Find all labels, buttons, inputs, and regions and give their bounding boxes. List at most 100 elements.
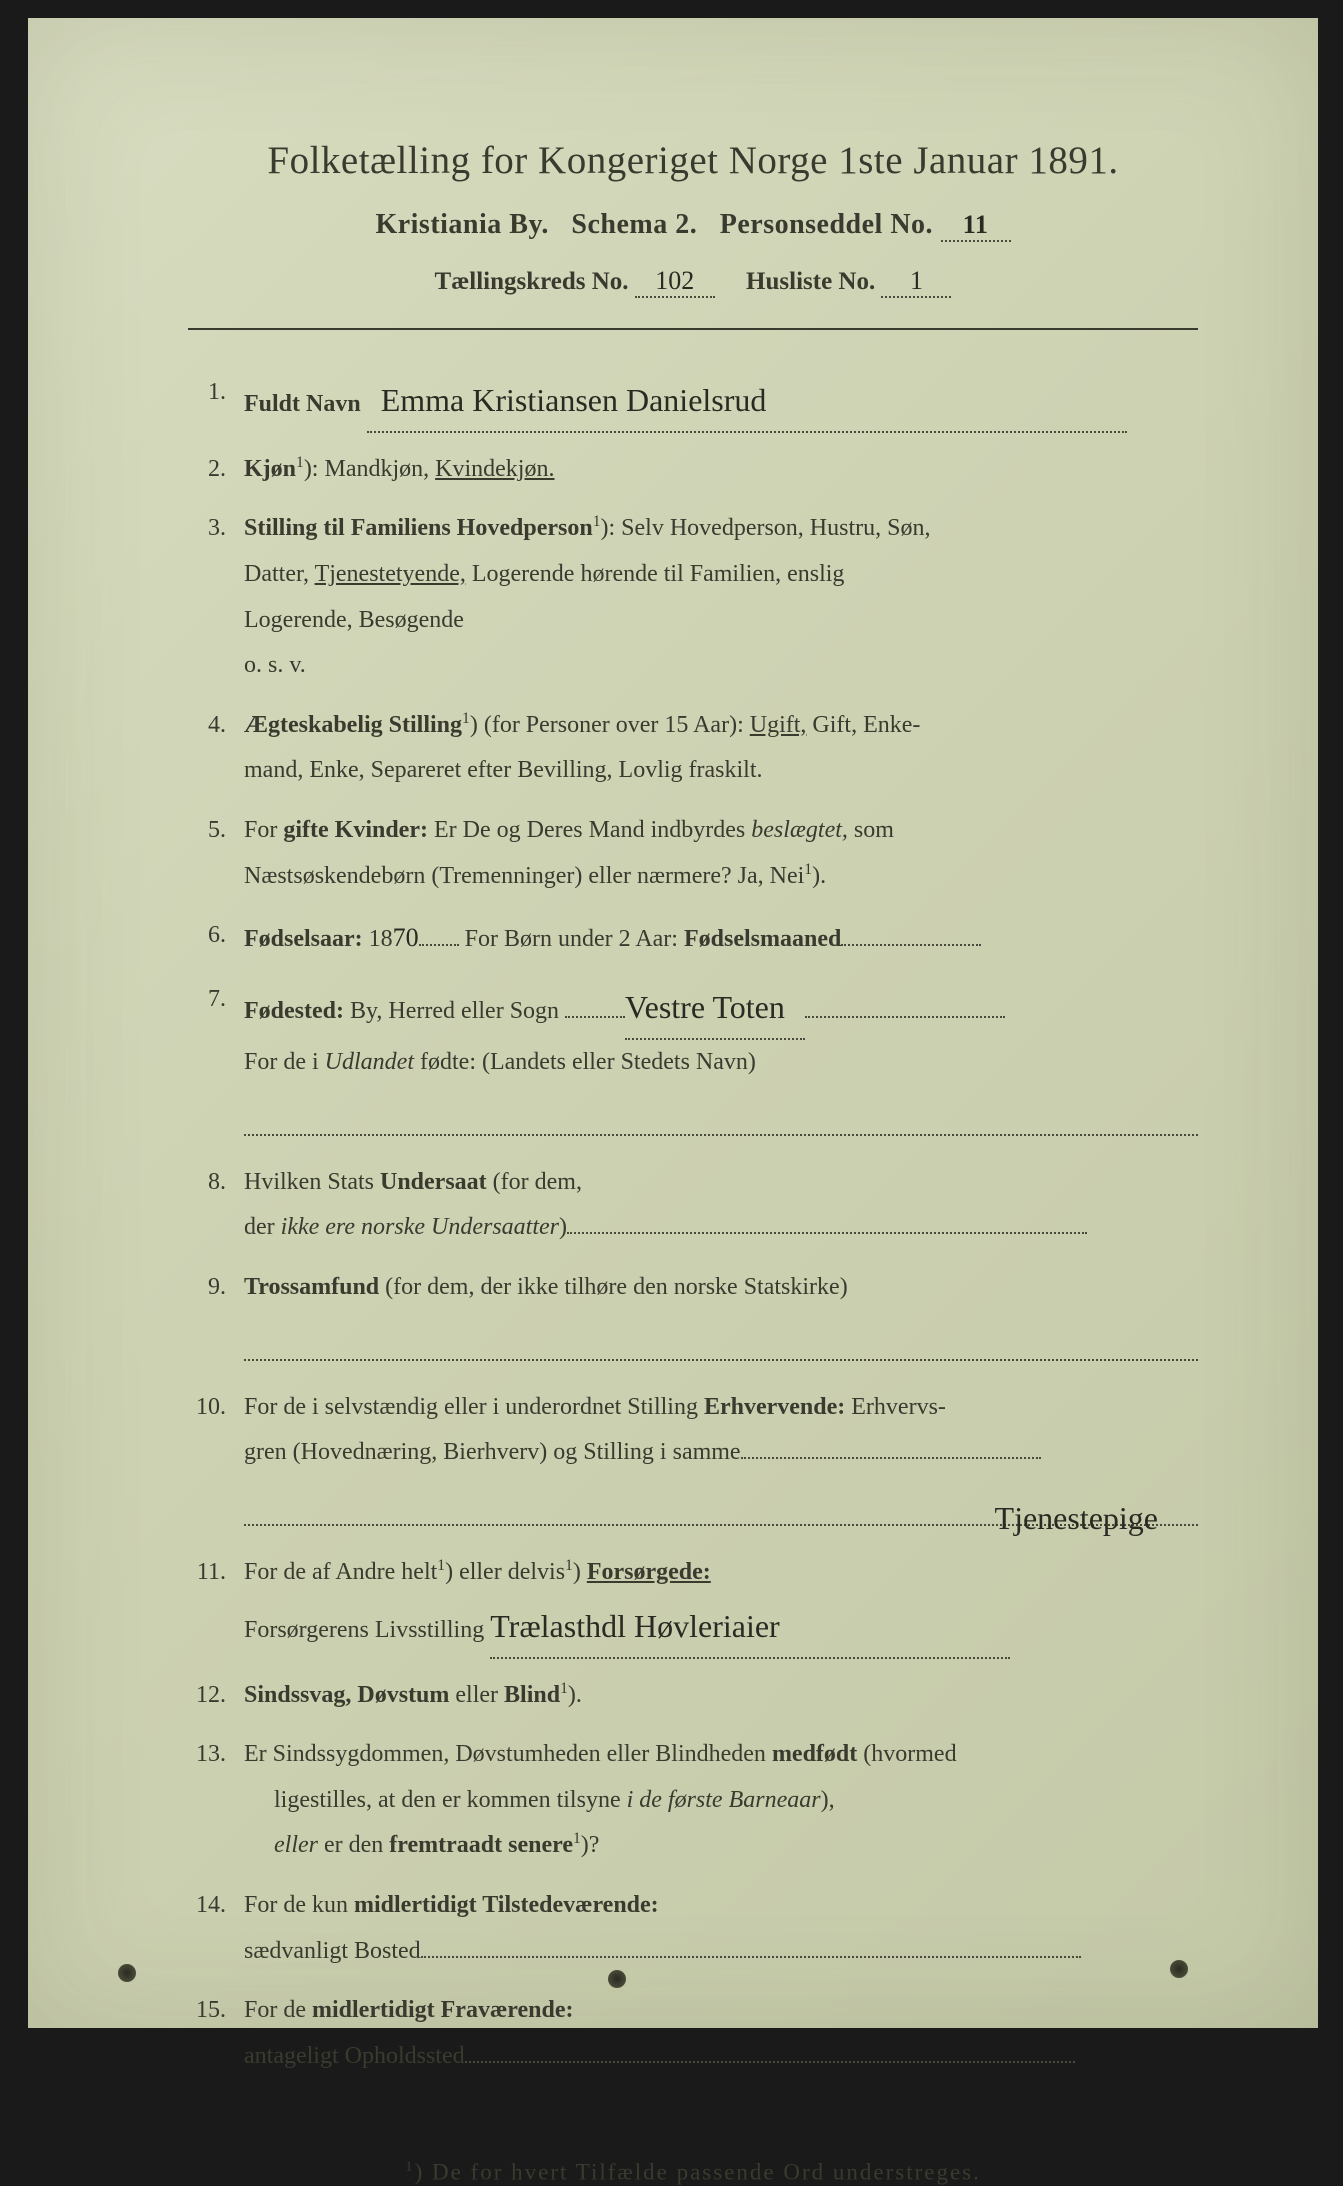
text: Gift, Enke- xyxy=(806,712,920,738)
text: Erhvervs- xyxy=(845,1394,946,1420)
entry-num: 12. xyxy=(188,1673,244,1719)
entries: 1. Fuldt Navn Emma Kristiansen Danielsru… xyxy=(188,370,1198,2079)
entry-13: 13. Er Sindssygdommen, Døvstumheden elle… xyxy=(188,1732,1198,1869)
text: ligestilles, at den er kommen tilsyne xyxy=(244,1787,627,1813)
occupation-value: Tjenestepige xyxy=(995,1500,1198,1536)
form-subline: Tællingskreds No. 102 Husliste No. 1 xyxy=(188,266,1198,298)
punch-hole-icon xyxy=(118,1964,136,1982)
text: Hvilken Stats xyxy=(244,1169,380,1195)
text: Forsørgerens Livsstilling xyxy=(244,1617,490,1643)
entry-4: 4. Ægteskabelig Stilling1) (for Personer… xyxy=(188,703,1198,794)
sup: 1 xyxy=(296,454,304,471)
entry-num: 6. xyxy=(188,913,244,959)
sup: 1 xyxy=(437,1557,445,1574)
entry-1: 1. Fuldt Navn Emma Kristiansen Danielsru… xyxy=(188,370,1198,433)
bold: medfødt xyxy=(772,1741,857,1767)
form-title: Folketælling for Kongeriget Norge 1ste J… xyxy=(188,138,1198,183)
entry-9: 9. Trossamfund (for dem, der ikke tilhør… xyxy=(188,1265,1198,1371)
entry-num: 8. xyxy=(188,1160,244,1206)
text: er den xyxy=(318,1832,389,1858)
text: Er Sindssygdommen, Døvstumheden eller Bl… xyxy=(244,1741,772,1767)
text: By, Herred eller Sogn xyxy=(344,998,559,1024)
punch-hole-icon xyxy=(1170,1960,1188,1978)
entry-num: 10. xyxy=(188,1385,244,1431)
form-subtitle: Kristiania By. Schema 2. Personseddel No… xyxy=(188,209,1198,242)
entry-body: Stilling til Familiens Hovedperson1): Se… xyxy=(244,506,1198,688)
city-label: Kristiania By. xyxy=(375,209,548,240)
text: gren (Hovednæring, Bierhverv) og Stillin… xyxy=(244,1439,741,1465)
year-value: 70 xyxy=(393,923,419,952)
entry-num: 9. xyxy=(188,1265,244,1311)
entry-num: 13. xyxy=(188,1732,244,1778)
kreds-value: 102 xyxy=(635,266,715,298)
entry-num: 4. xyxy=(188,703,244,749)
entry-15: 15. For de midlertidigt Fraværende: anta… xyxy=(188,1988,1198,2079)
entry-2: 2. Kjøn1): Mandkjøn, Kvindekjøn. xyxy=(188,447,1198,493)
text: For Børn under 2 Aar: xyxy=(459,926,684,952)
text: antageligt Opholdssted xyxy=(244,2043,465,2069)
dotted-line xyxy=(244,1322,1198,1360)
label: Undersaat xyxy=(380,1169,487,1195)
entry-8: 8. Hvilken Stats Undersaat (for dem, der… xyxy=(188,1160,1198,1251)
entry-3: 3. Stilling til Familiens Hovedperson1):… xyxy=(188,506,1198,688)
year-prefix: 18 xyxy=(363,926,393,952)
entry-body: For de af Andre helt1) eller delvis1) Fo… xyxy=(244,1550,1198,1658)
entry-body: Sindssvag, Døvstum eller Blind1). xyxy=(244,1673,1198,1719)
ital: i de første Barneaar xyxy=(627,1787,821,1813)
text: (hvormed xyxy=(857,1741,956,1767)
provider-value: Trælasthdl Høvleriaier xyxy=(490,1596,1010,1659)
text: (for dem, der ikke tilhøre den norske St… xyxy=(379,1274,848,1300)
entry-body: Kjøn1): Mandkjøn, Kvindekjøn. xyxy=(244,447,1198,493)
entry-body: For de midlertidigt Fraværende: antageli… xyxy=(244,1988,1198,2079)
text: Næstsøskendebørn (Tremenninger) eller næ… xyxy=(244,863,804,889)
label: gifte Kvinder: xyxy=(283,817,428,843)
text: For de xyxy=(244,1997,312,2023)
dotted-fill xyxy=(419,917,459,946)
sup: 1 xyxy=(565,1557,573,1574)
text: For de af Andre helt xyxy=(244,1559,437,1585)
entry-num: 11. xyxy=(188,1550,244,1596)
text: o. s. v. xyxy=(244,652,306,678)
label: Fuldt Navn xyxy=(244,391,361,417)
entry-11: 11. For de af Andre helt1) eller delvis1… xyxy=(188,1550,1198,1658)
label: Kjøn xyxy=(244,456,296,482)
entry-10: 10. For de i selvstændig eller i underor… xyxy=(188,1385,1198,1537)
punch-hole-icon xyxy=(608,1970,626,1988)
footnote-text: ) De for hvert Tilfælde passende Ord und… xyxy=(415,2160,981,2185)
footnote-sup: 1 xyxy=(405,2159,414,2175)
dotted-fill xyxy=(567,1205,1087,1234)
dotted-fill xyxy=(841,917,981,946)
label2: Blind xyxy=(504,1682,560,1708)
sup: 1 xyxy=(593,513,601,530)
entry-num: 5. xyxy=(188,808,244,854)
sup: 1 xyxy=(804,861,812,878)
entry-6: 6. Fødselsaar: 1870 For Børn under 2 Aar… xyxy=(188,913,1198,963)
label: Sindssvag, Døvstum xyxy=(244,1682,449,1708)
text: ), xyxy=(821,1787,835,1813)
ital: beslægtet, xyxy=(751,817,848,843)
dotted-fill xyxy=(565,989,625,1018)
bold: fremtraadt senere xyxy=(389,1832,573,1858)
sup: 1 xyxy=(560,1680,568,1697)
entry-num: 7. xyxy=(188,977,244,1023)
dotted-line: Tjenestepige xyxy=(244,1488,1198,1526)
text: Logerende hørende til Familien, enslig xyxy=(466,561,845,587)
dotted-fill xyxy=(805,989,1005,1018)
label: midlertidigt Fraværende: xyxy=(312,1997,574,2023)
entry-num: 2. xyxy=(188,447,244,493)
husliste-value: 1 xyxy=(881,266,951,298)
entry-body: Hvilken Stats Undersaat (for dem, der ik… xyxy=(244,1160,1198,1251)
entry-5: 5. For gifte Kvinder: Er De og Deres Man… xyxy=(188,808,1198,899)
sup: 1 xyxy=(462,710,470,727)
name-value: Emma Kristiansen Danielsrud xyxy=(367,370,1127,433)
entry-body: Trossamfund (for dem, der ikke tilhøre d… xyxy=(244,1265,1198,1371)
label: Fødested: xyxy=(244,998,344,1024)
text: For de i selvstændig eller i underordnet… xyxy=(244,1394,704,1420)
entry-body: Fuldt Navn Emma Kristiansen Danielsrud xyxy=(244,370,1198,433)
dotted-line xyxy=(244,1097,1198,1135)
label: Ægteskabelig Stilling xyxy=(244,712,462,738)
entry-body: For de i selvstændig eller i underordnet… xyxy=(244,1385,1198,1537)
text: Er De og Deres Mand indbyrdes xyxy=(428,817,751,843)
entry-body: Er Sindssygdommen, Døvstumheden eller Bl… xyxy=(244,1732,1198,1869)
entry-body: Fødested: By, Herred eller Sogn Vestre T… xyxy=(244,977,1198,1146)
